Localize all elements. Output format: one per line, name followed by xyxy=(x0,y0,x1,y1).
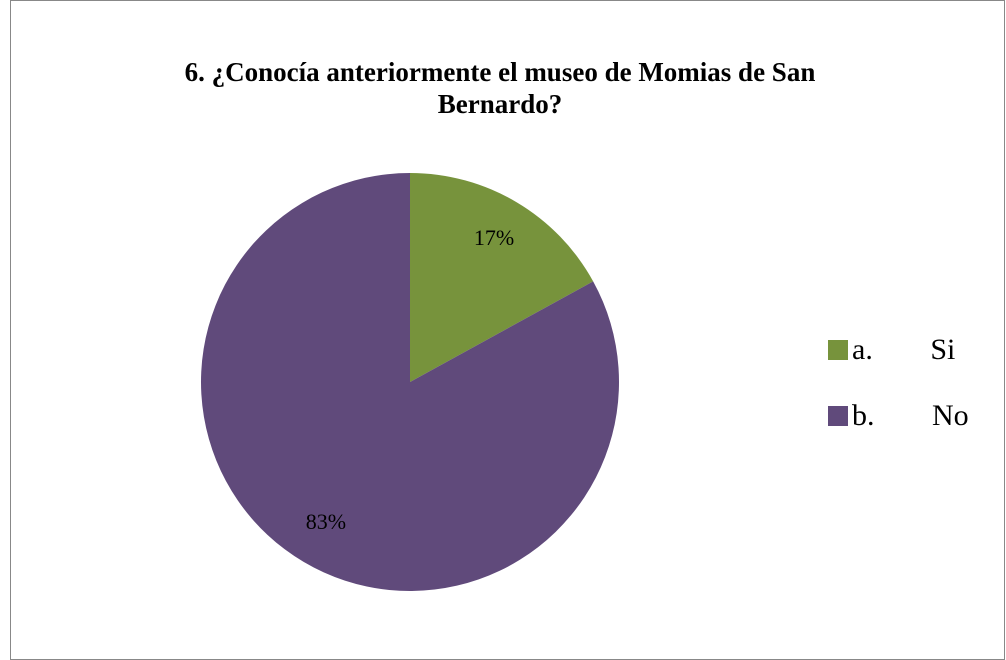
legend-label: b. No xyxy=(852,399,969,432)
chart-title: 6. ¿Conocía anteriormente el museo de Mo… xyxy=(184,57,816,119)
pie-slice xyxy=(410,173,594,382)
legend-swatch xyxy=(828,406,848,426)
data-label: 83% xyxy=(306,509,346,534)
pie-slice xyxy=(200,173,619,591)
legend-swatch xyxy=(828,340,848,360)
legend-label: a. Si xyxy=(852,333,955,366)
data-label: 17% xyxy=(474,225,514,250)
